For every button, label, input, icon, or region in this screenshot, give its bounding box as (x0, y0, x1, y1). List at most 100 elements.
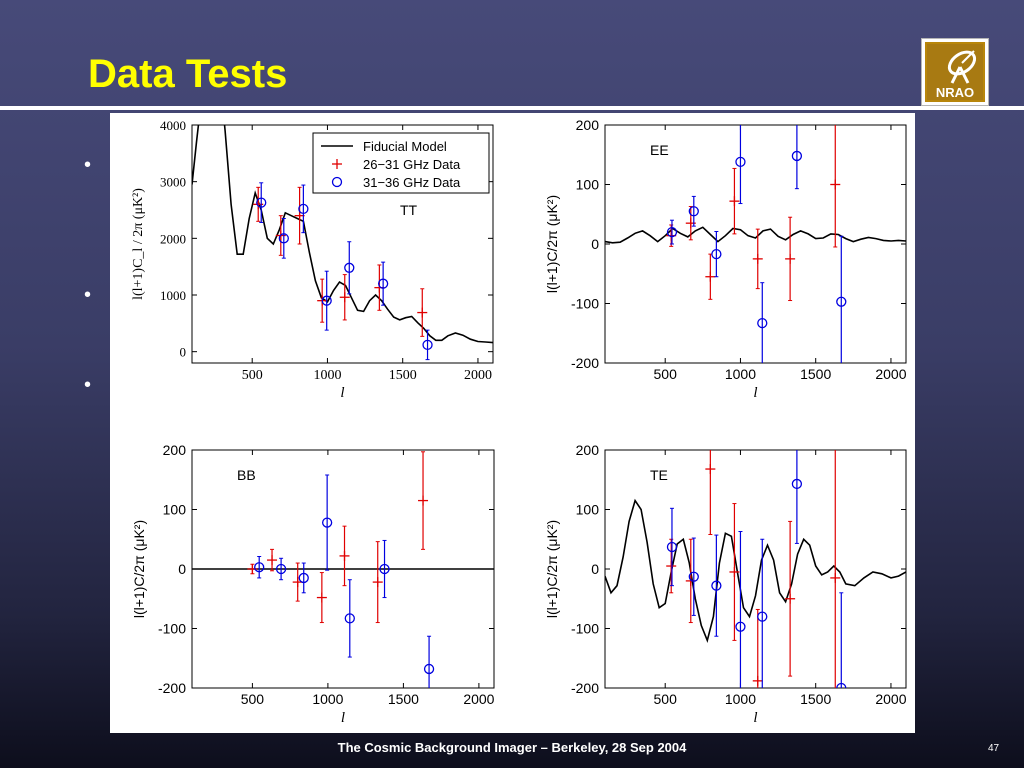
circle-marker (688, 571, 699, 582)
data-point-31-36ghz (344, 241, 355, 295)
axes-frame (604, 124, 907, 364)
x-axis-label: l (753, 385, 757, 401)
y-axis-label: l(l+1)C/2π (μK²) (131, 520, 147, 618)
x-tick-label: 500 (241, 691, 265, 707)
x-tick-label: 1500 (800, 691, 831, 707)
axes-frame (191, 124, 494, 364)
data-point-26-31ghz (666, 538, 677, 594)
data-point-31-36ghz (836, 592, 847, 688)
data-point-26-31ghz (372, 541, 383, 624)
x-tick-label: 1000 (725, 691, 756, 707)
x-tick-label: 2000 (464, 368, 492, 383)
data-point-31-36ghz (757, 538, 768, 688)
x-axis-label: l (341, 710, 345, 726)
x-tick-label: 1500 (389, 368, 417, 383)
legend: Fiducial Model 26−31 GHz Data 31−36 GHz Da… (312, 132, 490, 194)
data-point-31-36ghz (321, 270, 332, 331)
circle-marker (422, 339, 433, 351)
y-tick-label: -200 (571, 680, 599, 696)
circle-marker (757, 317, 768, 329)
y-axis-label: l(l+1)C/2π (μK²) (544, 520, 560, 618)
bullet-2: • (84, 284, 92, 306)
circle-marker (256, 197, 267, 208)
data-point-26-31ghz (267, 548, 278, 572)
y-axis-label: l(l+1)C/2π (μK²) (544, 195, 560, 293)
x-tick-label: 1000 (312, 691, 343, 707)
data-point-26-31ghz (339, 525, 350, 587)
x-tick-label: 2000 (875, 366, 906, 382)
slide-footer: The Cosmic Background Imager – Berkeley,… (337, 740, 687, 755)
y-tick-label: 100 (576, 177, 600, 193)
data-point-26-31ghz (705, 253, 716, 300)
data-point-31-36ghz (256, 182, 267, 223)
x-tick-label: 1500 (388, 691, 419, 707)
data-point-26-31ghz (705, 450, 716, 535)
circle-marker (321, 295, 332, 306)
svg-text:NRAO: NRAO (936, 85, 974, 100)
data-point-26-31ghz (729, 167, 740, 235)
y-tick-label: 3000 (160, 175, 186, 190)
legend-entry-label: 26−31 GHz Data (363, 157, 461, 172)
y-tick-label: -100 (571, 296, 599, 312)
data-point-31-36ghz (666, 507, 678, 587)
y-axis-label: l(l+1)C_l / 2π (μK²) (131, 188, 146, 300)
data-point-31-36ghz (275, 557, 287, 581)
data-point-31-36ghz (278, 218, 289, 259)
circle-marker (791, 478, 803, 490)
data-point-26-31ghz (752, 228, 763, 290)
y-tick-label: 200 (576, 442, 600, 458)
circle-marker (423, 663, 435, 675)
fiducial-model-line (605, 226, 906, 244)
circle-marker (254, 562, 265, 573)
fiducial-model-line (192, 125, 493, 344)
legend-box (312, 132, 490, 194)
y-tick-label: 2000 (160, 231, 186, 246)
slide-title: Data Tests (88, 52, 288, 96)
circle-marker (711, 248, 722, 260)
circle-marker (321, 517, 333, 528)
legend-entry-label: Fiducial Model (363, 139, 447, 154)
data-point-31-36ghz (344, 579, 355, 658)
legend-circle-swatch (331, 176, 343, 188)
data-point-31-36ghz (379, 539, 390, 599)
bullet-1: • (84, 154, 92, 176)
y-tick-label: 0 (178, 561, 186, 577)
x-tick-label: 500 (654, 691, 678, 707)
circle-marker (711, 580, 722, 591)
circle-marker (735, 156, 746, 168)
data-point-31-36ghz (254, 556, 265, 579)
data-point-26-31ghz (339, 274, 350, 321)
y-tick-label: 4000 (160, 118, 186, 133)
circle-marker (735, 621, 746, 632)
x-axis-label: l (753, 710, 757, 726)
fiducial-model-line (605, 498, 906, 643)
x-axis-label: l (340, 385, 344, 401)
data-tests-figure: 500 1000 1500 2000 0 1000 2000 3000 4000 l l(l+1)C… (110, 113, 915, 733)
data-point-31-36ghz (321, 474, 333, 571)
x-tick-label: 1500 (800, 366, 831, 382)
x-tick-label: 1000 (313, 368, 341, 383)
panel-label: BB (237, 467, 256, 483)
nrao-dish-logo-icon: NRAO (921, 38, 989, 106)
data-point-26-31ghz (418, 451, 429, 550)
power-spectra-plots: 500 1000 1500 2000 0 1000 2000 3000 4000 l l(l+1)C… (131, 117, 907, 726)
y-tick-label: 100 (576, 502, 600, 518)
circle-marker (275, 563, 287, 575)
data-point-31-36ghz (298, 184, 309, 234)
panel-label: TE (650, 467, 668, 483)
data-point-31-36ghz (688, 195, 699, 227)
title-divider (0, 106, 1024, 110)
circle-marker (666, 541, 678, 553)
data-point-26-31ghz (785, 216, 796, 302)
bullet-3: • (84, 374, 92, 396)
circle-marker (278, 233, 289, 244)
circle-marker (344, 613, 355, 624)
data-point-31-36ghz (735, 531, 746, 688)
data-point-26-31ghz (752, 608, 763, 688)
data-point-31-36ghz (423, 635, 435, 688)
x-tick-label: 500 (654, 366, 678, 382)
data-point-26-31ghz (830, 125, 841, 248)
panel-label: EE (650, 142, 669, 158)
y-tick-label: -100 (571, 621, 599, 637)
circle-marker (836, 682, 847, 688)
